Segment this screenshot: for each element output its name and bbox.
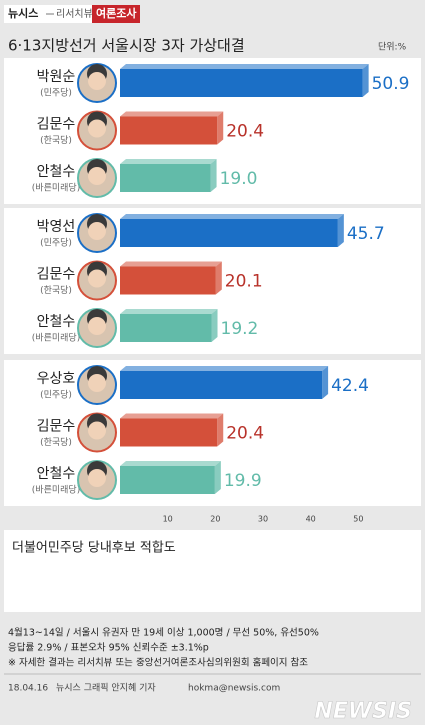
party-name: (한국당) (40, 437, 72, 448)
candidate-photo-face (88, 469, 106, 487)
value-label: 42.4 (331, 376, 369, 396)
bar-depth (120, 461, 221, 466)
bar (120, 466, 215, 494)
candidate-photo-face (88, 421, 106, 440)
x-tick-label: 50 (353, 515, 363, 524)
value-label: 19.0 (220, 169, 258, 189)
bar (120, 116, 218, 145)
footer-date: 18.04.16 (8, 684, 48, 694)
bar-side (322, 366, 329, 399)
candidate-photo-face (88, 72, 106, 90)
value-label: 20.4 (226, 424, 264, 444)
bar-depth (120, 261, 222, 267)
candidate-name: 박원순 (37, 69, 76, 85)
bar (120, 164, 211, 192)
candidate-photo-face (88, 167, 106, 185)
bar-depth (120, 366, 329, 371)
party-name: (바른미래당) (32, 183, 80, 194)
header-partner: 리서치뷰 (56, 8, 93, 20)
value-label: 45.7 (347, 224, 385, 244)
candidate-photo-face (88, 269, 106, 288)
candidate-name: 박영선 (37, 219, 76, 235)
note: ※ 자세한 결과는 리서치뷰 또는 중앙선거여론조사심의위원회 홈페이지 참조 (8, 657, 308, 669)
bar-side (214, 461, 221, 494)
party-name: (민주당) (40, 88, 72, 99)
value-label: 20.1 (225, 272, 263, 292)
value-label: 50.9 (372, 74, 410, 94)
bar (120, 371, 323, 399)
note: 4월13~14일 / 서울시 유권자 만 19세 이상 1,000명 / 무선 … (8, 627, 319, 639)
candidate-photo-face (88, 374, 106, 392)
chart-2-title: 더불어민주당 당내후보 적합도 (12, 541, 176, 556)
x-tick-label: 10 (163, 515, 173, 524)
bar-depth (120, 214, 344, 219)
candidate-photo-face (88, 119, 106, 138)
party-name: (한국당) (40, 285, 72, 296)
bar-depth (120, 159, 217, 164)
candidate-name: 김문수 (37, 117, 76, 133)
candidate-name: 안철수 (37, 466, 76, 482)
bar (120, 266, 216, 295)
x-tick-label: 40 (306, 515, 316, 524)
note: 응답률 2.9% / 표본오차 95% 신뢰수준 ±3.1%p (8, 642, 209, 654)
party-name: (민주당) (40, 390, 72, 401)
bar (120, 314, 212, 342)
candidate-photo-face (88, 317, 106, 335)
x-tick-label: 30 (258, 515, 268, 524)
candidate-name: 안철수 (37, 164, 76, 180)
bar-side (362, 64, 369, 97)
party-name: (바른미래당) (32, 485, 80, 496)
bar-side (215, 261, 222, 295)
candidate-name: 김문수 (37, 267, 76, 283)
value-label: 20.4 (226, 122, 264, 142)
chart-title: 6·13지방선거 서울시장 3자 가상대결 (8, 37, 245, 55)
header-tag-bg (92, 5, 140, 23)
bar-side (211, 309, 218, 342)
header-tag: 여론조사 (96, 6, 137, 20)
candidate-name: 안철수 (37, 314, 76, 330)
bar-depth (120, 413, 224, 419)
bar-side (210, 159, 217, 192)
party-name: (한국당) (40, 135, 72, 146)
footer-credit: 뉴시스 그래픽 안지혜 기자 (56, 682, 156, 694)
party-name: (민주당) (40, 238, 72, 249)
footer-logo: NEWSIS (314, 699, 412, 724)
candidate-name: 김문수 (37, 419, 76, 435)
unit-label: 단위:% (378, 42, 407, 53)
bar (120, 69, 363, 97)
value-label: 19.9 (224, 471, 262, 491)
bar-depth (120, 111, 224, 117)
bar (120, 418, 218, 447)
panel-2 (4, 530, 421, 612)
bar-depth (120, 64, 369, 69)
bar-side (217, 111, 224, 145)
party-name: (바른미래당) (32, 333, 80, 344)
bar (120, 219, 338, 247)
value-label: 19.2 (221, 319, 259, 339)
candidate-name: 우상호 (37, 371, 76, 387)
footer-email: hokma@newsis.com (188, 684, 280, 694)
bar-depth (120, 309, 218, 314)
x-tick-label: 20 (210, 515, 220, 524)
header-brand: 뉴시스 (8, 7, 38, 20)
bar-side (337, 214, 344, 247)
candidate-photo-face (88, 222, 106, 240)
bar-side (217, 413, 224, 447)
